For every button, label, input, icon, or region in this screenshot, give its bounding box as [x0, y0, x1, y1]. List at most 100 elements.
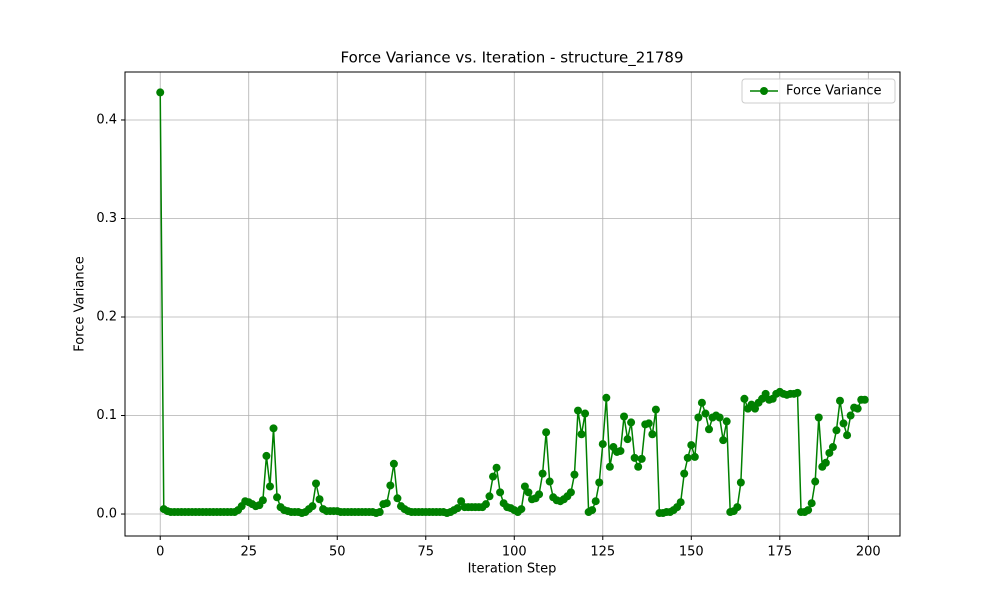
data-point	[630, 453, 639, 462]
x-tick-label: 75	[417, 545, 434, 560]
data-point	[843, 431, 852, 440]
data-point	[598, 440, 607, 449]
data-point	[588, 506, 597, 515]
x-tick-label: 25	[240, 545, 257, 560]
data-point	[605, 462, 614, 471]
data-point	[524, 488, 533, 497]
data-point	[156, 88, 165, 97]
data-point	[517, 505, 526, 514]
data-point	[736, 478, 745, 487]
data-point	[701, 409, 710, 418]
data-point	[751, 404, 760, 413]
data-point	[839, 419, 848, 428]
data-point	[853, 404, 862, 413]
data-point	[860, 395, 869, 404]
data-point	[273, 493, 282, 502]
data-point	[828, 443, 837, 452]
data-point	[687, 441, 696, 450]
data-point	[634, 462, 643, 471]
data-point	[382, 499, 391, 508]
data-point	[393, 494, 402, 503]
data-point	[680, 469, 689, 478]
data-point	[620, 412, 629, 421]
data-point	[265, 482, 274, 491]
data-point	[761, 389, 770, 398]
data-point	[481, 500, 490, 509]
plot-frame	[124, 71, 901, 537]
data-point	[453, 504, 462, 513]
data-point	[496, 488, 505, 497]
data-point	[262, 451, 271, 460]
data-point	[258, 496, 267, 505]
y-tick-label: 0.1	[96, 408, 117, 423]
data-point	[807, 499, 816, 508]
data-point	[591, 497, 600, 506]
data-point	[312, 479, 321, 488]
data-point	[651, 405, 660, 414]
x-tick-label: 0	[156, 545, 164, 560]
data-point	[835, 396, 844, 405]
x-tick-label: 100	[502, 545, 527, 560]
data-point	[704, 425, 713, 434]
data-point	[308, 502, 317, 511]
x-tick-label: 150	[679, 545, 704, 560]
data-point	[315, 495, 324, 504]
legend-marker	[760, 87, 768, 95]
data-point	[627, 418, 636, 427]
data-point	[520, 482, 529, 491]
data-point	[821, 458, 830, 467]
data-point	[577, 430, 586, 439]
data-point	[637, 454, 646, 463]
data-point	[389, 459, 398, 468]
x-tick-label: 50	[329, 545, 346, 560]
data-point	[545, 477, 554, 486]
data-point	[719, 436, 728, 445]
data-point	[492, 463, 501, 472]
data-point	[648, 430, 657, 439]
x-axis-label: Iteration Step	[468, 562, 557, 577]
legend-label: Force Variance	[786, 84, 881, 99]
data-point	[375, 508, 384, 517]
data-point	[535, 490, 544, 499]
data-point	[683, 453, 692, 462]
data-point	[793, 388, 802, 397]
data-point	[457, 497, 466, 506]
data-point	[595, 478, 604, 487]
data-point	[542, 428, 551, 437]
data-point	[733, 503, 742, 512]
data-point	[386, 481, 395, 490]
data-point	[825, 448, 834, 457]
data-point	[694, 413, 703, 422]
x-tick-label: 125	[590, 545, 615, 560]
data-point	[832, 426, 841, 435]
y-tick-label: 0.3	[96, 211, 117, 226]
data-point	[804, 506, 813, 515]
chart-title: Force Variance vs. Iteration - structure…	[340, 49, 683, 68]
data-point	[846, 411, 855, 420]
data-point	[570, 470, 579, 479]
data-point	[811, 477, 820, 486]
data-point	[697, 398, 706, 407]
y-tick-label: 0.4	[96, 112, 117, 127]
x-tick-label: 175	[767, 545, 792, 560]
data-point	[676, 498, 685, 507]
data-point	[722, 417, 731, 426]
data-point	[573, 406, 582, 415]
y-axis-label: Force Variance	[73, 256, 88, 351]
data-point	[269, 424, 278, 433]
data-point	[602, 393, 611, 402]
legend-box	[741, 78, 896, 104]
data-point	[740, 394, 749, 403]
data-point	[489, 472, 498, 481]
data-point	[581, 409, 590, 418]
y-tick-label: 0.0	[96, 507, 117, 522]
data-point	[690, 452, 699, 461]
data-point	[715, 413, 724, 422]
data-point	[623, 435, 632, 444]
data-point	[566, 488, 575, 497]
x-tick-label: 200	[856, 545, 881, 560]
data-point	[644, 419, 653, 428]
data-point	[814, 413, 823, 422]
data-point	[616, 446, 625, 455]
